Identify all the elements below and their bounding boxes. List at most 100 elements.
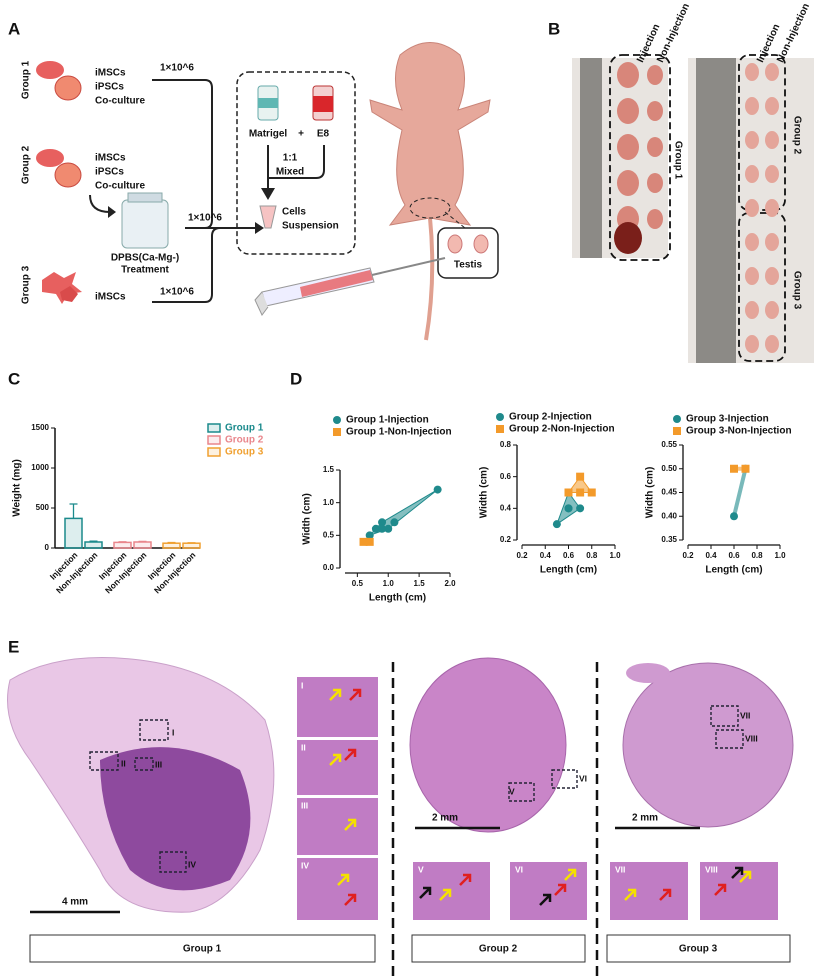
arrow-head xyxy=(261,188,275,200)
tube-icon xyxy=(259,205,277,229)
cell-icon xyxy=(42,272,82,304)
legend-marker xyxy=(333,428,341,436)
group-label: Group 1 xyxy=(183,944,222,955)
scale-bar-label: 2 mm xyxy=(432,813,458,824)
testis-photo xyxy=(617,98,639,124)
x-tick-label: 0.2 xyxy=(682,551,694,560)
point xyxy=(365,537,374,546)
inset-label: VII xyxy=(615,864,625,874)
arrow-line xyxy=(89,194,111,213)
x-tick-label: 1.5 xyxy=(414,579,426,588)
error-bar xyxy=(89,540,98,542)
legend-swatch xyxy=(207,423,221,433)
testis-photo xyxy=(647,173,663,193)
group-label-box xyxy=(606,934,791,963)
y-axis-label: Width (cm) xyxy=(645,467,656,519)
panel-b-art xyxy=(572,54,814,363)
group-box xyxy=(609,54,671,261)
legend-label: Group 3 xyxy=(225,447,264,458)
roi-box xyxy=(508,782,535,802)
arrow-marker xyxy=(329,688,342,701)
point xyxy=(552,520,561,529)
vial-label xyxy=(258,98,278,108)
roi-box xyxy=(139,719,169,741)
x-tick-label: 1.0 xyxy=(774,551,786,560)
mix-box xyxy=(236,71,356,255)
testis-photo xyxy=(614,222,642,254)
ruler xyxy=(580,58,602,258)
group-label: Group 3 xyxy=(791,271,802,310)
arrow-marker xyxy=(344,748,357,761)
y-tick-label: 0.2 xyxy=(500,535,512,544)
arrow-marker xyxy=(739,870,752,883)
cell-icon xyxy=(54,162,82,188)
arrow-marker xyxy=(564,868,577,881)
group-label: Group 1 xyxy=(21,60,32,99)
point xyxy=(433,485,442,494)
roi-label: III xyxy=(155,759,162,769)
cell-icon xyxy=(36,61,64,79)
reagent-label: Matrigel xyxy=(249,129,288,140)
legend-label: Group 1 xyxy=(225,423,264,434)
panel-label: B xyxy=(548,19,560,38)
point xyxy=(378,518,387,527)
error-bar xyxy=(167,541,176,544)
inset-label: I xyxy=(301,680,303,690)
testis-photo xyxy=(647,209,663,229)
x-axis-label: Length (cm) xyxy=(369,593,426,604)
point xyxy=(378,524,387,533)
syringe-fluid xyxy=(300,270,373,297)
point xyxy=(741,464,750,473)
legend-label: Group 2 xyxy=(225,435,264,446)
testis-photo xyxy=(647,65,663,85)
y-tick-label: 1000 xyxy=(31,463,49,472)
cell-icon xyxy=(36,149,64,167)
x-axis-label: Length (cm) xyxy=(540,565,597,576)
group-label-box xyxy=(411,934,586,963)
roi-box xyxy=(710,705,739,727)
arrow-marker xyxy=(714,883,727,896)
roi-box xyxy=(159,851,187,873)
legend-label: Group 1-Injection xyxy=(346,415,429,426)
x-tick-label: 0.6 xyxy=(728,551,740,560)
arrow-marker xyxy=(329,753,342,766)
testis-photo xyxy=(745,131,759,149)
vial-label xyxy=(313,96,333,112)
legend-marker xyxy=(333,416,341,424)
zoom-line xyxy=(444,211,471,233)
dose-label: 1×10^6 xyxy=(160,287,194,298)
reagent-label: + xyxy=(298,129,304,140)
roi-label: VII xyxy=(740,710,750,720)
column-label: Non-Injection xyxy=(775,2,812,65)
panel-label: C xyxy=(8,369,20,388)
x-tick-label: 0.6 xyxy=(563,551,575,560)
testis-label: Testis xyxy=(454,260,483,271)
legend-marker xyxy=(673,415,681,423)
testis-photo xyxy=(765,335,779,353)
arrow-marker xyxy=(539,893,552,906)
panel-label: A xyxy=(8,19,20,38)
y-tick-label: 0.40 xyxy=(661,511,677,520)
error-bar xyxy=(118,541,127,543)
point xyxy=(564,488,573,497)
x-tick-label: 1.0 xyxy=(383,579,395,588)
reagent-label: E8 xyxy=(317,129,330,140)
legend-label: Group 2-Injection xyxy=(509,412,592,423)
syringe-plunger xyxy=(254,291,269,316)
group-label: Group 2 xyxy=(479,944,518,955)
testis-photo xyxy=(745,301,759,319)
mouse-icon xyxy=(369,42,491,226)
arrow-head xyxy=(255,222,264,234)
bar xyxy=(84,541,103,549)
testis-photo xyxy=(617,134,639,160)
treatment-label: DPBS(Ca-Mg-) xyxy=(111,253,179,264)
inset-label: VI xyxy=(515,864,523,874)
ruler xyxy=(696,58,736,363)
testis-photo xyxy=(745,63,759,81)
y-tick-label: 0.0 xyxy=(323,563,335,572)
testis-photo xyxy=(617,170,639,196)
panel-label: D xyxy=(290,369,302,388)
y-tick-label: 0.55 xyxy=(661,440,677,449)
cell-label: iPSCs xyxy=(95,167,124,178)
legend-marker xyxy=(496,425,504,433)
